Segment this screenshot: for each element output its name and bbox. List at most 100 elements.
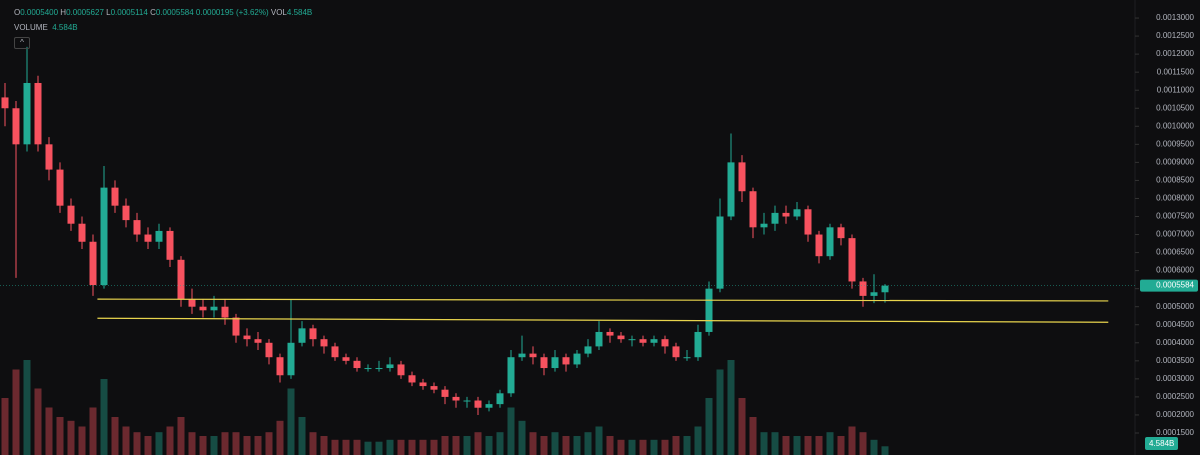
candle-body — [122, 205, 130, 221]
candle-body — [584, 346, 592, 354]
candle-body — [265, 342, 273, 358]
candle-body — [353, 360, 361, 369]
candle-body — [474, 400, 482, 408]
y-tick-label: 0.0010000 — [1156, 121, 1194, 130]
ohlc-legend: O0.0005400 H0.0005627 L0.0005114 C0.0005… — [14, 8, 312, 17]
ohlc-value: 0.0005584 — [155, 8, 194, 17]
candle-body — [529, 353, 537, 358]
volume-bar — [540, 436, 548, 455]
candle-body — [67, 205, 75, 224]
volume-bar — [661, 439, 669, 455]
volume-bar — [617, 439, 625, 455]
volume-bar — [518, 420, 526, 455]
ohlc-label: C — [150, 8, 156, 17]
volume-bar — [496, 432, 504, 455]
candle-body — [639, 339, 647, 343]
candle-body — [276, 357, 284, 376]
candle-body — [210, 306, 218, 311]
candle-body — [254, 339, 262, 343]
candle-body — [23, 82, 31, 145]
candle-body — [804, 209, 812, 235]
candle-body — [837, 227, 845, 239]
support-line — [97, 298, 1109, 302]
candle-body — [133, 220, 141, 235]
volume-bar — [243, 436, 251, 455]
volume-bar — [166, 426, 174, 455]
volume-bar — [276, 420, 284, 455]
candle-body — [419, 382, 427, 387]
volume-bar — [463, 436, 471, 455]
volume-bar — [342, 439, 350, 455]
volume-bar — [298, 417, 306, 455]
candle-body — [430, 386, 438, 390]
volume-bar — [122, 426, 130, 455]
candle-body — [408, 375, 416, 383]
candle-body — [1, 97, 9, 109]
candle-body — [34, 82, 42, 145]
candle-body — [298, 328, 306, 343]
candle-body — [562, 357, 570, 365]
volume-bar — [177, 417, 185, 455]
volume-bar — [848, 426, 856, 455]
volume-bar — [738, 398, 746, 455]
candle-body — [166, 230, 174, 260]
candle-body — [573, 353, 581, 365]
volume-bar — [320, 436, 328, 455]
ohlc-label: L — [106, 8, 111, 17]
candle-body — [749, 191, 757, 228]
candle-body — [518, 353, 526, 358]
volume-label: VOLUME — [14, 23, 48, 32]
volume-bar — [133, 432, 141, 455]
volume-bar — [694, 426, 702, 455]
candle-body — [386, 364, 394, 369]
volume-bar — [221, 432, 229, 455]
ohlc-label: O — [14, 8, 21, 17]
candle-body — [287, 342, 295, 376]
candle-body — [716, 216, 724, 289]
volume-bar — [639, 439, 647, 455]
volume-bar — [584, 432, 592, 455]
volume-bar — [144, 436, 152, 455]
candle-body — [12, 108, 20, 145]
candle-body — [144, 234, 152, 242]
y-tick-label: 0.0004500 — [1156, 320, 1194, 329]
volume-bar — [650, 439, 658, 455]
volume-bar — [474, 432, 482, 455]
collapse-button[interactable]: ^ — [14, 37, 30, 49]
volume-bar — [67, 420, 75, 455]
volume-value: 4.584B — [52, 23, 78, 32]
volume-axis-label: 4.584B — [1145, 437, 1179, 450]
volume-bar — [430, 439, 438, 455]
candle-body — [606, 331, 614, 336]
candle-body — [309, 328, 317, 340]
candle-body — [661, 339, 669, 347]
candle-body — [243, 335, 251, 340]
candle-body — [342, 357, 350, 361]
candle-body — [826, 227, 834, 257]
candle-body — [232, 317, 240, 336]
y-tick-label: 0.0006000 — [1156, 266, 1194, 275]
volume-bar — [287, 388, 295, 455]
volume-bar — [386, 439, 394, 455]
y-tick-label: 0.0013000 — [1156, 13, 1194, 22]
volume-bar — [507, 407, 515, 455]
volume-bar — [309, 432, 317, 455]
volume-bar — [573, 436, 581, 455]
volume-bar — [34, 388, 42, 455]
volume-legend: VOLUME 4.584B — [14, 23, 78, 32]
volume-bar — [452, 436, 460, 455]
candle-body — [815, 234, 823, 257]
candle-body — [694, 331, 702, 358]
candle-body — [45, 144, 53, 170]
candle-body — [364, 368, 372, 370]
candle-body — [771, 212, 779, 224]
volume-bar — [826, 432, 834, 455]
candle-body — [507, 357, 515, 394]
volume-bar — [562, 436, 570, 455]
candle-body — [705, 288, 713, 332]
y-tick-label: 0.0004000 — [1156, 338, 1194, 347]
y-tick-label: 0.0011500 — [1157, 67, 1195, 76]
volume-bar — [782, 436, 790, 455]
last-price-box — [1140, 279, 1198, 292]
